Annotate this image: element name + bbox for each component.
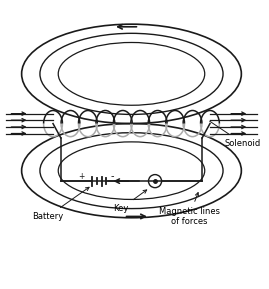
Text: Solenoid: Solenoid xyxy=(210,121,261,148)
Text: Magnetic lines
of forces: Magnetic lines of forces xyxy=(158,192,220,226)
Text: Battery: Battery xyxy=(32,187,89,221)
Text: +: + xyxy=(78,172,84,181)
Text: Key: Key xyxy=(113,190,147,213)
Text: -: - xyxy=(110,171,114,181)
